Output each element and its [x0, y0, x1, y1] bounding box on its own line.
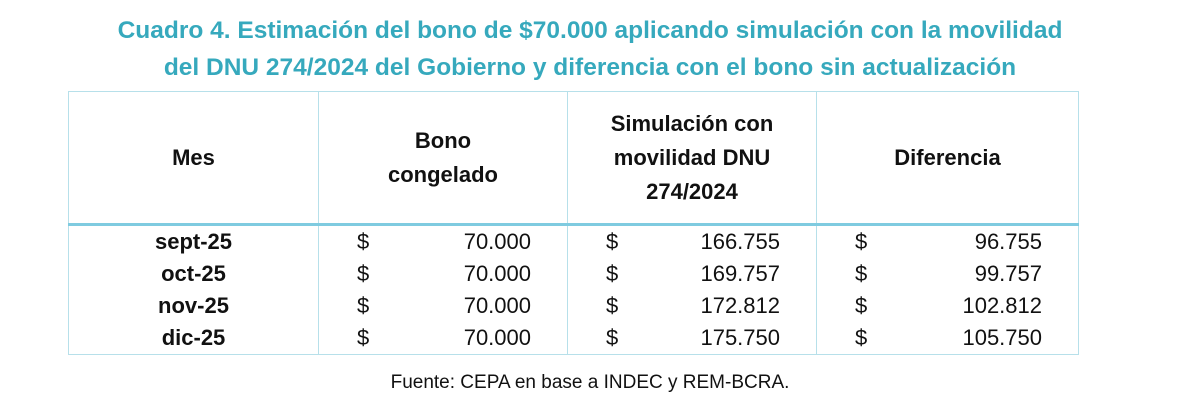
amount-cell: $70.000 [318, 258, 568, 290]
currency-symbol: $ [606, 293, 619, 318]
table-header: Mes Bono congelado Simulación con movili… [68, 91, 1079, 226]
amount: 99.757 [974, 261, 1042, 286]
header-cell: Diferencia [816, 91, 1079, 226]
month-cell: oct-25 [68, 258, 319, 290]
amount: 166.755 [700, 229, 780, 254]
header-text: Mes [172, 144, 215, 170]
currency-symbol: $ [855, 261, 868, 286]
currency-symbol: $ [606, 261, 619, 286]
title-line: del DNU 274/2024 del Gobierno y diferenc… [163, 54, 1017, 81]
table-row: dic-25 $70.000 $175.750 $105.750 [68, 322, 1079, 355]
header-text: Bono congelado [387, 127, 498, 187]
month-cell: sept-25 [68, 224, 319, 258]
amount: 102.812 [962, 293, 1042, 318]
amount: 96.755 [974, 229, 1042, 254]
currency-symbol: $ [855, 325, 868, 350]
currency-symbol: $ [357, 293, 370, 318]
amount: 70.000 [463, 325, 531, 350]
month-cell: nov-25 [68, 290, 319, 322]
header-cell: Bono congelado [318, 91, 568, 226]
table-row: oct-25 $70.000 $169.757 $99.757 [68, 258, 1079, 290]
table: Mes Bono congelado Simulación con movili… [68, 91, 1079, 355]
title: Cuadro 4. Estimación del bono de $70.000… [0, 12, 1180, 86]
currency-symbol: $ [855, 293, 868, 318]
amount: 70.000 [463, 229, 531, 254]
amount-cell: $99.757 [816, 258, 1079, 290]
amount-cell: $96.755 [816, 224, 1079, 258]
amount: 70.000 [463, 293, 531, 318]
currency-symbol: $ [606, 325, 619, 350]
amount: 172.812 [700, 293, 780, 318]
amount-cell: $105.750 [816, 322, 1079, 355]
header-text: Simulación con movilidad DNU 274/2024 [610, 110, 774, 204]
month-cell: dic-25 [68, 322, 319, 355]
currency-symbol: $ [357, 229, 370, 254]
table-body: sept-25 $70.000 $166.755 $96.755 oct-25 $70.0… [68, 224, 1079, 355]
amount-cell: $175.750 [567, 322, 817, 355]
amount-cell: $70.000 [318, 322, 568, 355]
currency-symbol: $ [357, 261, 370, 286]
amount: 70.000 [463, 261, 531, 286]
amount-cell: $172.812 [567, 290, 817, 322]
header-text: Diferencia [894, 144, 1001, 170]
amount-cell: $102.812 [816, 290, 1079, 322]
amount: 175.750 [700, 325, 780, 350]
amount: 105.750 [962, 325, 1042, 350]
currency-symbol: $ [855, 229, 868, 254]
currency-symbol: $ [357, 325, 370, 350]
amount-cell: $166.755 [567, 224, 817, 258]
amount-cell: $169.757 [567, 258, 817, 290]
currency-symbol: $ [606, 229, 619, 254]
source-note: Fuente: CEPA en base a INDEC y REM-BCRA. [390, 372, 790, 393]
header-cell: Mes [68, 91, 319, 226]
title-line: Cuadro 4. Estimación del bono de $70.000… [117, 17, 1063, 44]
amount-cell: $70.000 [318, 224, 568, 258]
table-row: sept-25 $70.000 $166.755 $96.755 [68, 224, 1079, 258]
amount-cell: $70.000 [318, 290, 568, 322]
table-row: nov-25 $70.000 $172.812 $102.812 [68, 290, 1079, 322]
header-cell: Simulación con movilidad DNU 274/2024 [567, 91, 817, 226]
amount: 169.757 [700, 261, 780, 286]
